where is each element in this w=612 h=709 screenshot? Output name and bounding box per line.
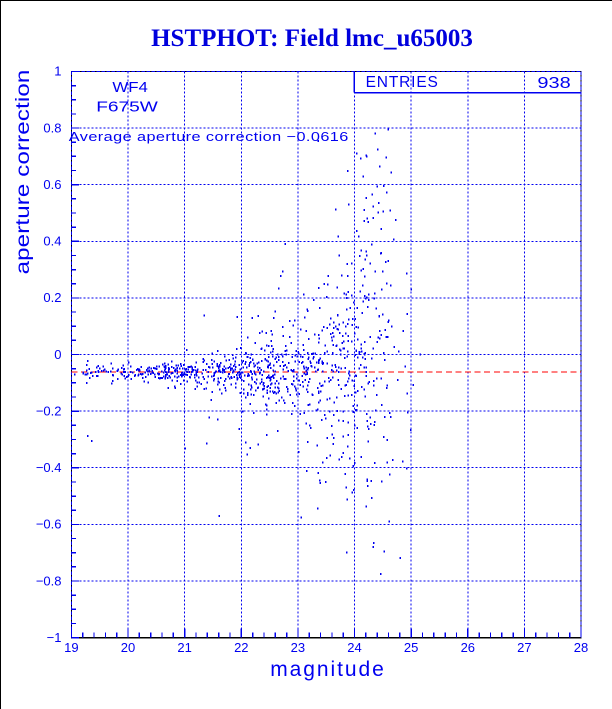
svg-text:23: 23 xyxy=(291,640,305,655)
svg-text:−0.4: −0.4 xyxy=(36,460,62,475)
svg-text:24: 24 xyxy=(347,640,361,655)
svg-text:938: 938 xyxy=(537,74,570,91)
svg-text:ENTRIES: ENTRIES xyxy=(366,74,439,91)
svg-text:20: 20 xyxy=(121,640,135,655)
svg-text:aperture correction: aperture correction xyxy=(12,70,34,275)
svg-text:0.6: 0.6 xyxy=(43,177,61,192)
svg-text:−0.8: −0.8 xyxy=(36,573,62,588)
svg-text:−1: −1 xyxy=(47,630,62,645)
svg-text:F675W: F675W xyxy=(96,99,158,115)
svg-text:0.8: 0.8 xyxy=(43,120,61,135)
svg-text:21: 21 xyxy=(177,640,191,655)
svg-text:19: 19 xyxy=(64,640,78,655)
svg-text:22: 22 xyxy=(234,640,248,655)
svg-text:25: 25 xyxy=(404,640,418,655)
svg-text:magnitude: magnitude xyxy=(270,658,386,681)
svg-text:0.4: 0.4 xyxy=(43,234,61,249)
svg-text:−0.6: −0.6 xyxy=(36,517,62,532)
svg-text:1: 1 xyxy=(54,64,61,79)
svg-text:0.2: 0.2 xyxy=(43,290,61,305)
svg-text:28: 28 xyxy=(574,640,588,655)
svg-text:Average aperture correction −0: Average aperture correction −0.0616 xyxy=(69,130,349,144)
svg-text:WF4: WF4 xyxy=(112,80,148,96)
svg-text:27: 27 xyxy=(517,640,531,655)
svg-text:26: 26 xyxy=(461,640,475,655)
svg-text:−0.2: −0.2 xyxy=(36,403,62,418)
svg-text:0: 0 xyxy=(54,347,61,362)
